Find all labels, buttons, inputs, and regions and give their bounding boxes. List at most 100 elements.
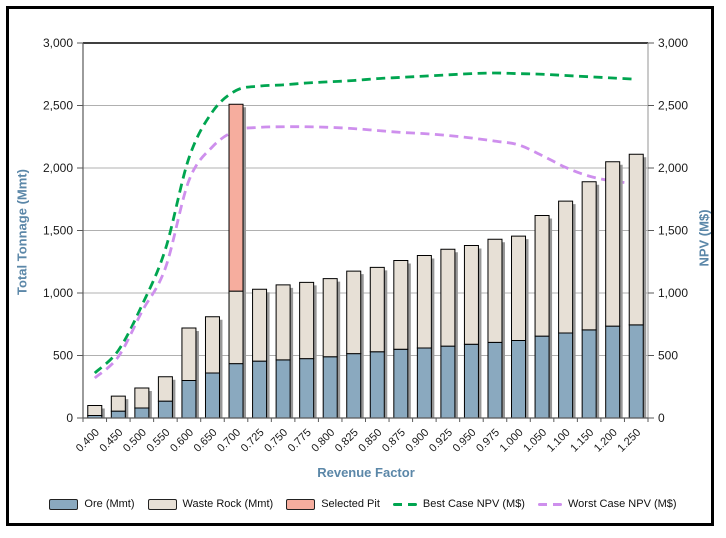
legend-label: Selected Pit <box>321 498 380 510</box>
bar-stack-0.875 <box>393 260 411 419</box>
bar-stack-0.750 <box>275 284 294 419</box>
bar-stack-0.400 <box>87 405 105 419</box>
bar-stack-0.950 <box>463 245 482 419</box>
bar-stack-1.200 <box>605 161 623 419</box>
waste-rock-mmt-segment <box>346 270 362 355</box>
legend-item-waste-rock-mmt: Waste Rock (Mmt) <box>147 498 274 510</box>
ore-mmt-segment <box>369 351 385 419</box>
x-axis-tick-label: 0.975 <box>474 427 502 455</box>
bar-stack-0.775 <box>299 281 317 419</box>
x-axis-tick-label: 0.950 <box>451 427 479 455</box>
ore-mmt-segment <box>511 340 527 419</box>
left-axis-tick-label: 3,000 <box>43 36 73 50</box>
left-axis-tick-label: 1,000 <box>43 286 73 300</box>
bar-stack-0.600 <box>181 327 199 419</box>
ore-mmt-segment <box>487 341 503 419</box>
x-axis-tick-label: 0.875 <box>380 427 408 455</box>
bar-stack-0.900 <box>416 255 435 419</box>
bar-stack-0.825 <box>346 270 364 419</box>
left-axis-title: Total Tonnage (Mmt) <box>14 169 30 295</box>
x-axis-tick-label: 0.500 <box>121 427 149 455</box>
ore-mmt-segment <box>228 363 244 419</box>
x-axis-tick-label: 1.150 <box>568 427 596 455</box>
waste-rock-mmt-segment <box>228 290 244 365</box>
waste-rock-mmt-segment <box>487 238 503 343</box>
legend-item-selected-pit: Selected Pit <box>286 498 380 510</box>
waste-rock-mmt-segment <box>440 248 456 347</box>
waste-rock-mmt-segment <box>463 245 479 345</box>
x-axis-tick-label: 0.750 <box>262 427 290 455</box>
right-axis-tick-label: 1,500 <box>658 224 688 238</box>
ore-mmt-segment <box>581 329 597 419</box>
x-axis-tick-label: 1.050 <box>521 427 549 455</box>
legend-label: Best Case NPV (M$) <box>422 498 525 510</box>
x-axis-tick-label: 0.700 <box>215 427 243 455</box>
x-axis-tick-label: 0.825 <box>333 427 361 455</box>
legend-bar-swatch <box>147 498 177 510</box>
waste-rock-mmt-segment <box>204 316 220 374</box>
legend-item-worst-case-npv-m: Worst Case NPV (M$) <box>537 498 677 510</box>
waste-rock-mmt-segment <box>605 161 621 327</box>
x-axis-title: Revenue Factor <box>317 465 415 480</box>
bar-stack-0.925 <box>440 248 458 419</box>
x-axis-tick-label: 1.200 <box>592 427 620 455</box>
bar-stack-1.000 <box>511 235 529 419</box>
ore-mmt-segment <box>628 324 644 419</box>
bar-stack-1.050 <box>534 215 553 419</box>
bar-stack-0.500 <box>134 387 152 419</box>
x-axis-tick-label: 0.775 <box>286 427 314 455</box>
ore-mmt-segment <box>322 356 338 419</box>
x-axis-tick-label: 0.725 <box>239 427 267 455</box>
ore-mmt-segment <box>558 332 574 419</box>
waste-rock-mmt-segment <box>511 235 527 341</box>
waste-rock-mmt-segment <box>628 153 644 326</box>
x-axis-tick-label: 1.000 <box>498 427 526 455</box>
ore-mmt-segment <box>252 360 268 419</box>
right-axis-tick-label: 3,000 <box>658 36 688 50</box>
ore-mmt-segment <box>157 400 173 419</box>
ore-mmt-segment <box>605 325 621 419</box>
waste-rock-mmt-segment <box>581 181 597 331</box>
right-axis-tick-label: 2,000 <box>658 161 688 175</box>
legend-dash-swatch <box>392 502 417 506</box>
bar-stack-0.650 <box>204 316 223 419</box>
waste-rock-mmt-segment <box>534 215 550 337</box>
ore-mmt-segment <box>393 348 409 419</box>
legend-item-ore-mmt: Ore (Mmt) <box>49 498 135 510</box>
waste-rock-mmt-segment <box>252 288 268 362</box>
ore-mmt-segment <box>346 353 362 419</box>
legend: Ore (Mmt) Waste Rock (Mmt) Selected Pit Bes… <box>14 495 712 513</box>
bar-stack-0.550 <box>157 376 176 419</box>
bar-stack-0.725 <box>252 288 270 419</box>
x-axis-tick-label: 0.900 <box>404 427 432 455</box>
ore-mmt-segment <box>534 335 550 419</box>
x-axis-tick-label: 0.600 <box>168 427 196 455</box>
waste-rock-mmt-segment <box>157 376 173 402</box>
ore-mmt-segment <box>299 358 315 419</box>
legend-label: Waste Rock (Mmt) <box>182 498 274 510</box>
x-axis-tick-label: 0.925 <box>427 427 455 455</box>
ore-mmt-segment <box>181 380 197 419</box>
legend-item-best-case-npv-m: Best Case NPV (M$) <box>392 498 525 510</box>
x-axis-tick-label: 1.100 <box>545 427 573 455</box>
left-axis-tick-label: 1,500 <box>43 224 73 238</box>
x-axis-tick-label: 1.250 <box>615 427 643 455</box>
right-axis-title: NPV (M$) <box>696 209 712 267</box>
x-axis-tick-label: 0.450 <box>97 427 125 455</box>
right-axis-tick-label: 500 <box>658 349 678 363</box>
right-axis-tick-label: 2,500 <box>658 99 688 113</box>
ore-mmt-segment <box>463 343 479 419</box>
waste-rock-mmt-segment <box>322 278 338 358</box>
waste-rock-mmt-segment <box>299 281 315 360</box>
waste-rock-mmt-segment <box>181 327 197 381</box>
ore-mmt-segment <box>134 407 150 419</box>
legend-bar-swatch <box>49 498 79 510</box>
x-axis-tick-label: 0.400 <box>74 427 102 455</box>
bar-stack-0.700 <box>228 103 247 419</box>
bar-stack-0.800 <box>322 278 341 419</box>
legend-label: Ore (Mmt) <box>84 498 135 510</box>
left-axis-tick-label: 2,000 <box>43 161 73 175</box>
left-axis-tick-label: 2,500 <box>43 99 73 113</box>
